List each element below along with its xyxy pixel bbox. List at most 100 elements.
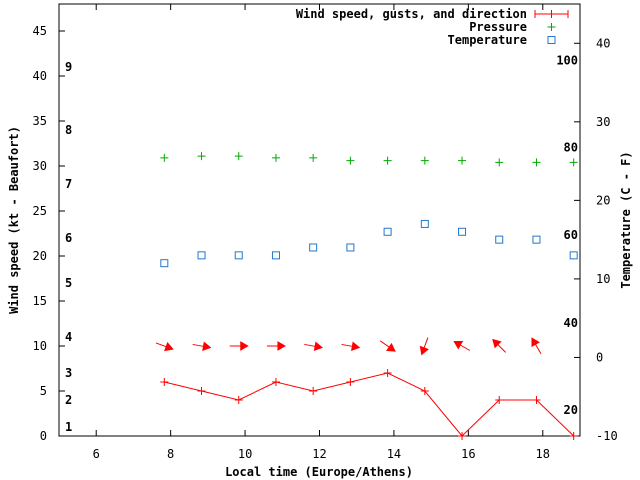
wind-speed-point [160, 378, 169, 386]
beaufort-label: 3 [65, 366, 72, 380]
wind-speed-point [458, 432, 467, 440]
series-layer [160, 152, 578, 440]
wind-arrow-head [453, 340, 464, 350]
wind-arrow-head [313, 341, 324, 352]
temperature-point [309, 243, 318, 252]
wind-speed-point [383, 369, 392, 377]
y-tick-label: 10 [33, 339, 47, 353]
x-axis-ticks: 6 8 10 12 14 16 18 [93, 4, 550, 461]
temperature-point [495, 235, 504, 244]
x-tick-label: 14 [387, 447, 401, 461]
wind-arrow [453, 340, 471, 351]
legend-label-temperature: Temperature [448, 33, 527, 47]
beaufort-label: 6 [65, 231, 72, 245]
wind-arrow-head [277, 341, 286, 351]
beaufort-scale-labels: 1 2 3 4 5 6 7 8 9 [65, 60, 72, 434]
pressure-point [420, 156, 429, 165]
temperature-point [271, 251, 280, 260]
fahrenheit-scale-labels: 20 40 60 80 100 [556, 54, 578, 418]
wind-arrow-head [351, 341, 361, 352]
temperature-point [458, 227, 467, 236]
wind-speed-point [420, 387, 429, 395]
temperature-point [420, 219, 429, 228]
wind-arrow-head [386, 342, 396, 352]
beaufort-label: 2 [65, 393, 72, 407]
pressure-point [160, 153, 169, 162]
y-tick-label: 40 [33, 69, 47, 83]
temperature-point [346, 243, 355, 252]
y2-tick-label: 10 [596, 272, 610, 286]
legend-sample-wind-marker [547, 10, 556, 18]
y-tick-label: 35 [33, 114, 47, 128]
pressure-point [309, 153, 318, 162]
beaufort-label: 5 [65, 276, 72, 290]
wind-speed-point [495, 396, 504, 404]
fahrenheit-label: 100 [556, 54, 578, 68]
wind-arrow-head [202, 341, 212, 352]
wind-arrow [379, 340, 396, 352]
wind-arrow [155, 341, 174, 352]
y-tick-label: 5 [40, 384, 47, 398]
x-tick-label: 16 [461, 447, 475, 461]
pressure-point [458, 156, 467, 165]
wind-arrow [341, 341, 361, 352]
legend: Wind speed, gusts, and direction Pressur… [296, 7, 569, 47]
wind-direction-arrows [155, 337, 542, 356]
y-tick-label: 45 [33, 24, 47, 38]
x-tick-label: 18 [536, 447, 550, 461]
legend-sample-temperature [547, 36, 556, 44]
y2-tick-label: 20 [596, 193, 610, 207]
legend-label-wind: Wind speed, gusts, and direction [296, 7, 527, 21]
temperature-point [160, 259, 169, 268]
wind-speed-point [569, 432, 578, 440]
pressure-point [532, 158, 541, 167]
wind-arrow-head [531, 337, 540, 348]
beaufort-label: 1 [65, 420, 72, 434]
wind-arrow [266, 341, 286, 351]
y-tick-label: 30 [33, 159, 47, 173]
wind-arrow [229, 341, 249, 351]
fahrenheit-label: 40 [564, 316, 578, 330]
temperature-point [532, 235, 541, 244]
pressure-point [271, 153, 280, 162]
y2-tick-label: 30 [596, 115, 610, 129]
wind-speed-point [309, 387, 318, 395]
wind-speed-point [234, 396, 243, 404]
wind-arrow-head [419, 345, 429, 356]
wind-arrow [192, 341, 212, 352]
wind-arrow-head [492, 338, 502, 349]
beaufort-label: 8 [65, 123, 72, 137]
y-tick-label: 15 [33, 294, 47, 308]
y-tick-label: 20 [33, 249, 47, 263]
y-tick-label: 25 [33, 204, 47, 218]
x-tick-label: 10 [238, 447, 252, 461]
fahrenheit-label: 80 [564, 141, 578, 155]
pressure-point [346, 156, 355, 165]
wind-speed-line [164, 372, 575, 437]
wind-arrow [492, 338, 506, 353]
wind-speed-point [532, 396, 541, 404]
wind-arrow [419, 337, 429, 356]
fahrenheit-label: 20 [564, 403, 578, 417]
beaufort-label: 7 [65, 177, 72, 191]
wind-arrow [531, 337, 542, 355]
pressure-point [383, 156, 392, 165]
x-tick-label: 6 [93, 447, 100, 461]
y2-axis-ticks: -10 0 10 20 30 40 [574, 36, 618, 443]
beaufort-label: 9 [65, 60, 72, 74]
legend-sample-pressure [547, 23, 556, 31]
temperature-point [383, 227, 392, 236]
wind-arrow-head [240, 341, 249, 351]
legend-samples [534, 10, 569, 44]
y2-tick-label: 0 [596, 350, 603, 364]
pressure-point [197, 152, 206, 161]
temperature-point [197, 251, 206, 260]
temperature-point [569, 251, 578, 260]
x-tick-label: 12 [312, 447, 326, 461]
y-tick-label: 0 [40, 429, 47, 443]
pressure-point [234, 152, 243, 161]
temperature-point [234, 251, 243, 260]
y2-axis-label: Temperature (C - F) [619, 151, 633, 288]
wind-speed-point [197, 387, 206, 395]
